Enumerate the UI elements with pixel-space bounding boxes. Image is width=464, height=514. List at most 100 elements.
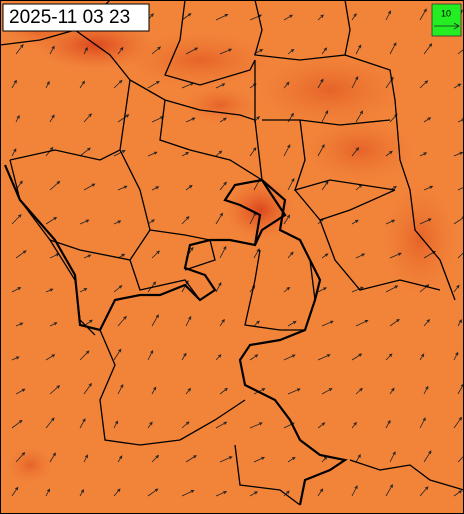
wind-arrow [317, 14, 324, 21]
wind-arrow [249, 354, 259, 361]
wind-arrow [317, 287, 327, 293]
wind-arrow [215, 212, 223, 225]
wind-arrow [355, 320, 369, 327]
wind-arrow [83, 46, 88, 55]
wind-arrow [419, 486, 429, 497]
wind-arrow [317, 422, 326, 429]
national-border [3, 164, 348, 506]
wind-arrow [117, 315, 127, 327]
timestamp: 2025-11 03 23 [9, 7, 130, 28]
wind-arrow [287, 320, 297, 327]
wind-arrow [147, 80, 160, 89]
wind-arrow [117, 114, 130, 123]
wind-arrow [15, 388, 26, 395]
wind-arrow [253, 320, 260, 327]
wind-arrow [151, 186, 160, 191]
wind-arrow [219, 181, 227, 191]
wind-arrow [15, 114, 20, 123]
wind-arrow [113, 285, 123, 293]
wind-arrow [151, 46, 162, 55]
wind-arrow [253, 248, 260, 259]
wind-arrow [79, 350, 90, 361]
wind-arrow [351, 13, 357, 21]
legend-box [431, 3, 462, 37]
wind-arrow [45, 216, 58, 225]
timestamp-box [2, 3, 150, 32]
wind-arrow [389, 318, 400, 327]
wind-arrow [11, 79, 17, 89]
wind-arrow [11, 214, 22, 225]
wind-arrow [215, 83, 226, 89]
wind-arrow [389, 387, 395, 395]
wind-arrow [215, 282, 222, 293]
intensity-patches [0, 10, 460, 485]
wind-arrow [45, 488, 50, 497]
wind-arrow [317, 354, 331, 361]
wind-arrow [83, 113, 92, 123]
wind-arrow [253, 456, 266, 463]
wind-arrow [83, 254, 92, 259]
wind-arrow [219, 387, 229, 395]
wind-arrow [181, 152, 190, 157]
wind-arrow [385, 419, 391, 429]
wind-arrow [287, 388, 301, 395]
wind-arrow [283, 144, 291, 157]
wind-arrow [49, 180, 61, 191]
wind-arrow [355, 44, 362, 55]
wind-arrow [185, 315, 192, 327]
wind-arrow [419, 417, 426, 429]
wind-arrow [147, 219, 155, 225]
wind-arrow [351, 76, 359, 89]
wind-arrow [385, 353, 393, 361]
wind-arrow [185, 117, 196, 123]
wind-arrow [79, 288, 88, 293]
wind-arrow [181, 490, 195, 497]
wind-arrow [49, 452, 56, 463]
wind-arrow [419, 8, 427, 21]
wind-arrow [355, 387, 363, 395]
wind-arrow [355, 253, 366, 259]
wind-arrow [117, 46, 124, 55]
wind-arrow [113, 488, 121, 497]
wind-arrow [181, 421, 190, 429]
wind-arrow [423, 185, 434, 191]
wind-arrow [419, 80, 429, 89]
wind-arrow [249, 147, 257, 157]
wind-arrow [113, 79, 123, 89]
wind-arrow [215, 491, 228, 497]
wind-arrow [151, 314, 159, 327]
wind-arrow [419, 353, 425, 361]
wind-arrow [45, 354, 56, 361]
wind-arrow [185, 47, 199, 55]
wind-arrow [79, 219, 90, 225]
wind-arrow [181, 13, 192, 21]
wind-arrow [151, 454, 160, 463]
wind-arrow [453, 284, 460, 293]
wind-arrow [11, 486, 19, 497]
wind-arrow [389, 451, 396, 463]
wind-arrow [423, 117, 432, 123]
wind-arrow [83, 454, 88, 463]
wind-arrow [385, 483, 393, 497]
wind-arrow [287, 177, 295, 191]
wind-arrow [287, 251, 294, 259]
wind-arrow [117, 455, 123, 463]
wind-arrow [385, 285, 399, 293]
wind-arrow [79, 147, 91, 157]
wind-arrow [15, 322, 24, 327]
wind-arrow [389, 42, 397, 55]
wind-arrow [351, 286, 364, 293]
wind-arrow [215, 14, 229, 21]
wind-arrow [79, 80, 85, 89]
wind-arrow [15, 451, 26, 463]
wind-arrow [321, 253, 329, 259]
wind-arrow [147, 421, 153, 429]
wind-arrow [283, 490, 290, 497]
wind-arrow [351, 353, 363, 361]
wind-arrow [351, 147, 360, 157]
wind-arrow [321, 320, 334, 327]
wind-arrow [419, 218, 432, 225]
wind-arrow [181, 215, 190, 225]
wind-arrow [321, 47, 328, 55]
